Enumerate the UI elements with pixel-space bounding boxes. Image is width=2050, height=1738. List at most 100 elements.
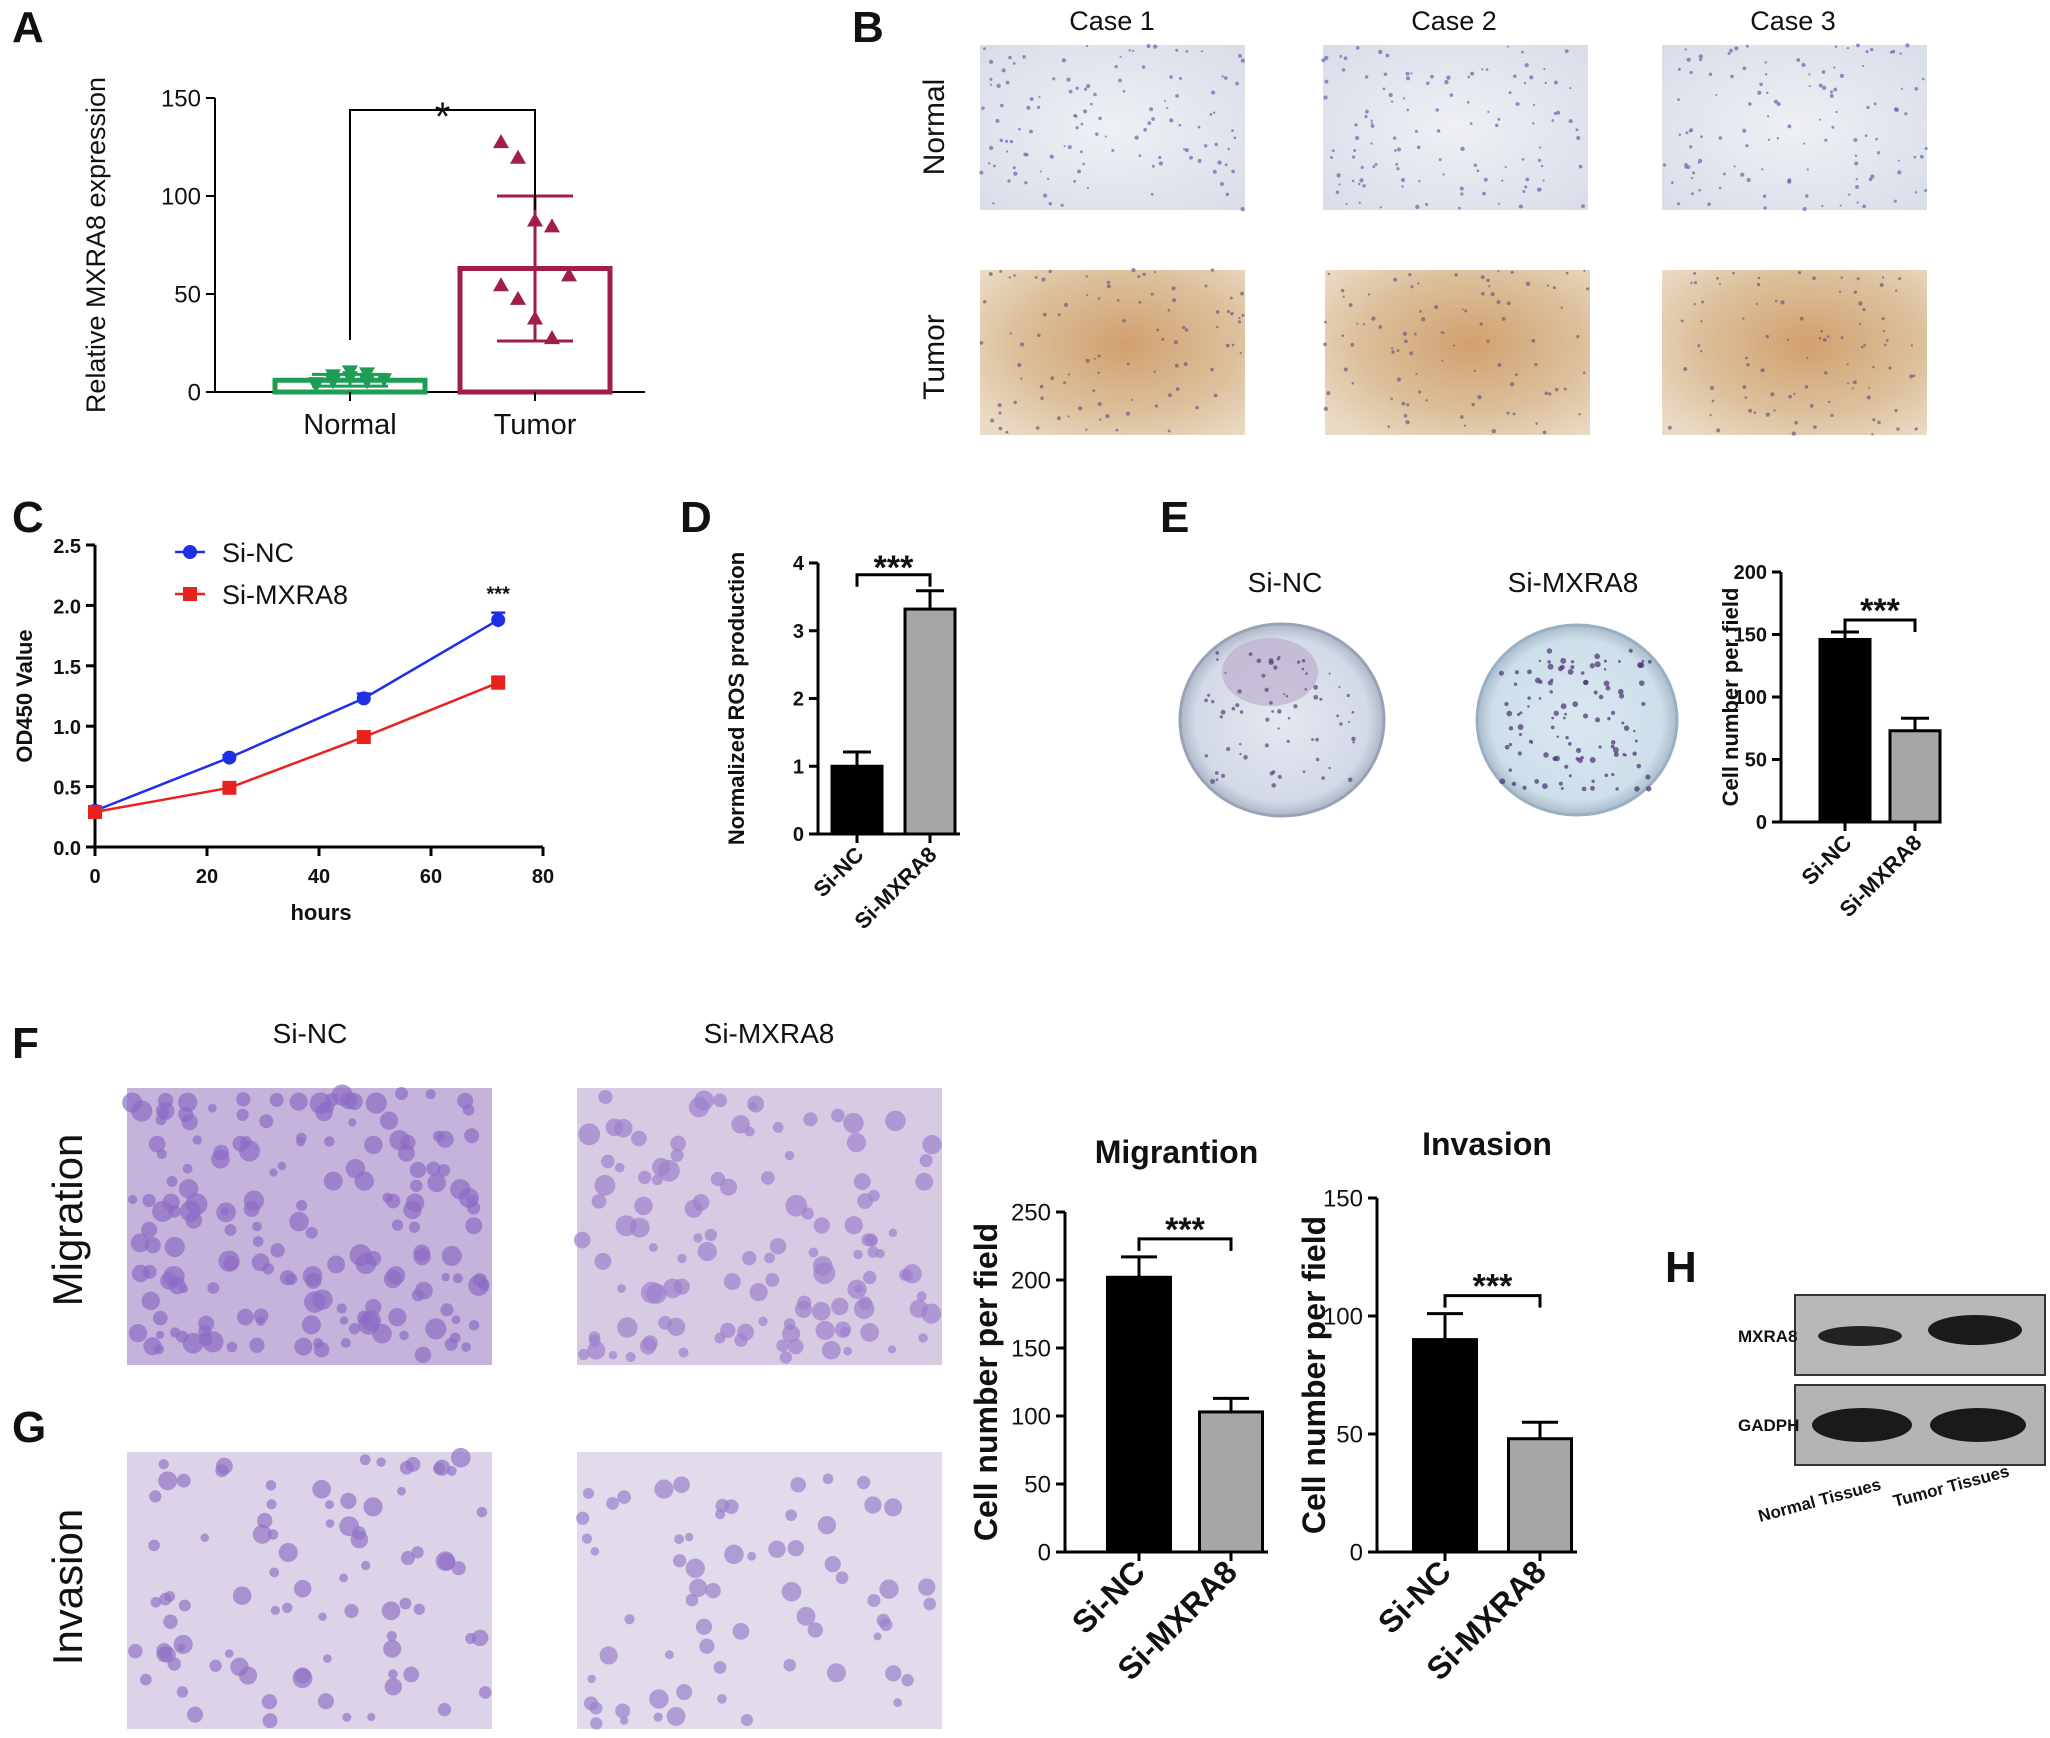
y-tick-label: 150 (1323, 1186, 1363, 1213)
cell-blob (270, 1605, 280, 1616)
ihc-nuclei-dot (1219, 182, 1224, 187)
ihc-nuclei-dot (1224, 76, 1228, 80)
ihc-nuclei-dot (1824, 371, 1828, 375)
ihc-nuclei-dot (1383, 72, 1388, 76)
ihc-nuclei-dot (1855, 185, 1860, 189)
cell-blob (761, 1171, 775, 1185)
ihc-nuclei-dot (1548, 392, 1552, 396)
ihc-nuclei-dot (1151, 117, 1155, 121)
y-tick-label: 0 (1350, 1540, 1363, 1567)
ihc-nuclei-dot (1757, 276, 1761, 280)
colony-dot (1214, 771, 1219, 775)
ihc-nuclei-dot (1764, 61, 1768, 64)
ihc-nuclei-dot (1868, 177, 1873, 182)
cell-blob (614, 1162, 625, 1173)
ihc-nuclei-dot (1893, 199, 1897, 203)
cell-blob (587, 1341, 606, 1360)
colony-dot (1594, 717, 1601, 723)
ihc-nuclei-dot (1716, 276, 1719, 280)
ihc-nuclei-dot (1237, 320, 1242, 324)
cell-blob (694, 1090, 714, 1111)
ihc-nuclei-dot (1086, 186, 1090, 190)
ihc-nuclei-dot (1791, 431, 1796, 436)
ihc-nuclei-dot (1757, 90, 1762, 95)
x-tick-label: Normal (303, 409, 396, 441)
data-point (308, 377, 324, 392)
y-tick-label: 150 (161, 86, 201, 113)
ihc-nuclei-dot (1092, 389, 1096, 392)
colony-dot (1518, 732, 1523, 736)
ihc-nuclei-dot (1773, 99, 1778, 104)
cell-blob (318, 1612, 327, 1621)
ihc-nuclei-dot (998, 411, 1002, 415)
cell-blob (617, 1317, 638, 1338)
ihc-nuclei-dot (1812, 276, 1816, 281)
ihc-nuclei-dot (1839, 73, 1845, 78)
cell-blob (450, 1447, 471, 1468)
cell-blob (885, 1110, 906, 1132)
ihc-nuclei-dot (1776, 101, 1781, 107)
ihc-nuclei-dot (1481, 68, 1484, 71)
cell-blob (382, 1192, 393, 1203)
cell-blob (293, 1579, 312, 1598)
bar (830, 764, 884, 836)
colony-dot (1558, 781, 1563, 786)
ihc-nuclei-dot (1898, 277, 1902, 281)
y-axis-title: OD450 Value (12, 629, 37, 762)
ihc-nuclei-dot (1154, 271, 1157, 274)
ihc-nuclei-dot (1865, 50, 1869, 54)
cell-blob (158, 1107, 170, 1119)
ihc-nuclei-dot (988, 145, 994, 151)
ihc-nuclei-dot (1532, 122, 1535, 125)
ihc-nuclei-dot (1469, 122, 1473, 125)
colony-dot (1277, 709, 1282, 714)
ihc-nuclei-dot (1362, 323, 1366, 326)
data-point (222, 750, 237, 765)
cell-blob (187, 1706, 204, 1723)
colony-dot (1302, 770, 1306, 774)
ihc-nuclei-dot (1067, 373, 1071, 376)
ihc-nuclei-dot (1744, 396, 1748, 399)
ihc-row-label-normal: Normal (918, 79, 951, 176)
colony-dot (1613, 751, 1619, 757)
ihc-nuclei-dot (1335, 190, 1340, 195)
colony-dot (1304, 688, 1308, 691)
ihc-nuclei-dot (1063, 381, 1067, 385)
ihc-nuclei-dot (1856, 277, 1860, 281)
ihc-nuclei-dot (1740, 172, 1745, 177)
ihc-nuclei-dot (1137, 275, 1141, 279)
ihc-nuclei-dot (1351, 382, 1354, 385)
ihc-nuclei-dot (1364, 115, 1368, 119)
cell-blob (824, 1556, 841, 1573)
ihc-nuclei-dot (1883, 343, 1887, 347)
y-axis-title: Cell number per field (1296, 1216, 1332, 1534)
cell-blob (873, 1632, 882, 1641)
legend-label: Si-MXRA8 (222, 580, 348, 610)
ihc-nuclei-dot (1415, 204, 1420, 210)
cell-blob (209, 1659, 222, 1672)
y-tick-label: 150 (1734, 625, 1767, 647)
colony-dot (1645, 774, 1651, 780)
ihc-nuclei-dot (1097, 402, 1102, 406)
cell-blob (901, 1674, 914, 1687)
cell-blob (413, 1603, 425, 1615)
cell-blob (742, 1251, 757, 1266)
panel-label-c: C (12, 493, 44, 542)
cell-blob (383, 1269, 403, 1289)
ihc-nuclei-dot (1442, 173, 1445, 176)
ihc-nuclei-dot (1442, 331, 1445, 334)
ihc-nuclei-dot (1515, 101, 1520, 106)
cell-blob (313, 1341, 330, 1358)
ihc-nuclei-dot (1401, 185, 1404, 188)
cell-blob (457, 1092, 474, 1109)
legend-label: Si-NC (222, 538, 294, 568)
y-tick-label: 1.5 (53, 657, 81, 679)
ihc-nuclei-dot (1692, 171, 1696, 175)
colony-dot (1617, 688, 1624, 695)
ihc-nuclei-dot (1690, 176, 1694, 180)
ihc-nuclei-dot (1677, 67, 1681, 71)
ihc-nuclei-dot (1583, 269, 1586, 272)
cell-blob (178, 1179, 199, 1199)
cell-blob (614, 1118, 633, 1138)
ihc-nuclei-dot (1340, 288, 1345, 293)
